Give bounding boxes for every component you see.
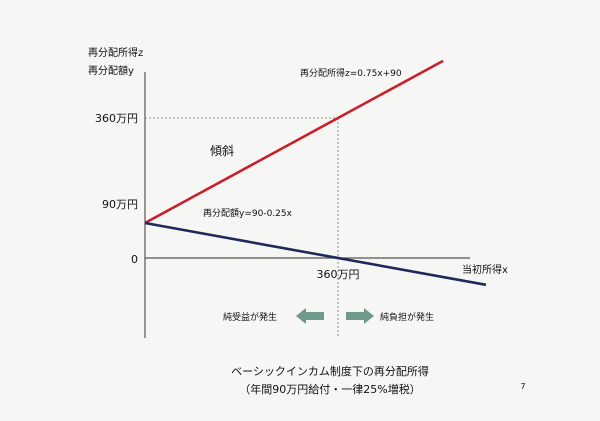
page-number: 7 [520,382,525,391]
caption-line-1: ベーシックインカム制度下の再分配所得 [231,364,429,378]
y-tick-label-360: 360万円 [95,112,138,125]
series-line-redistributed-income [144,59,444,225]
y-tick-label-0: 0 [131,253,138,266]
series-label-redistribution-amount: 再分配額y=90-0.25x [203,207,293,219]
series-label-redistributed-income: 再分配所得z=0.75x+90 [300,67,402,79]
left-arrow-icon [296,308,324,324]
x-axis-label: 当初所得x [462,263,508,276]
right-arrow-icon [346,308,374,324]
y-axis-label-line1: 再分配所得z [88,47,143,59]
net-burden-label: 純負担が発生 [380,311,434,323]
slope-annotation: 傾斜 [210,144,234,158]
y-tick-label-90: 90万円 [102,198,138,211]
y-axis-label-line2: 再分配額y [88,64,134,77]
net-benefit-label: 純受益が発生 [223,311,277,323]
series-line-redistribution-amount [144,221,487,287]
caption-line-2: （年間90万円給付・一律25%増税） [239,382,420,396]
